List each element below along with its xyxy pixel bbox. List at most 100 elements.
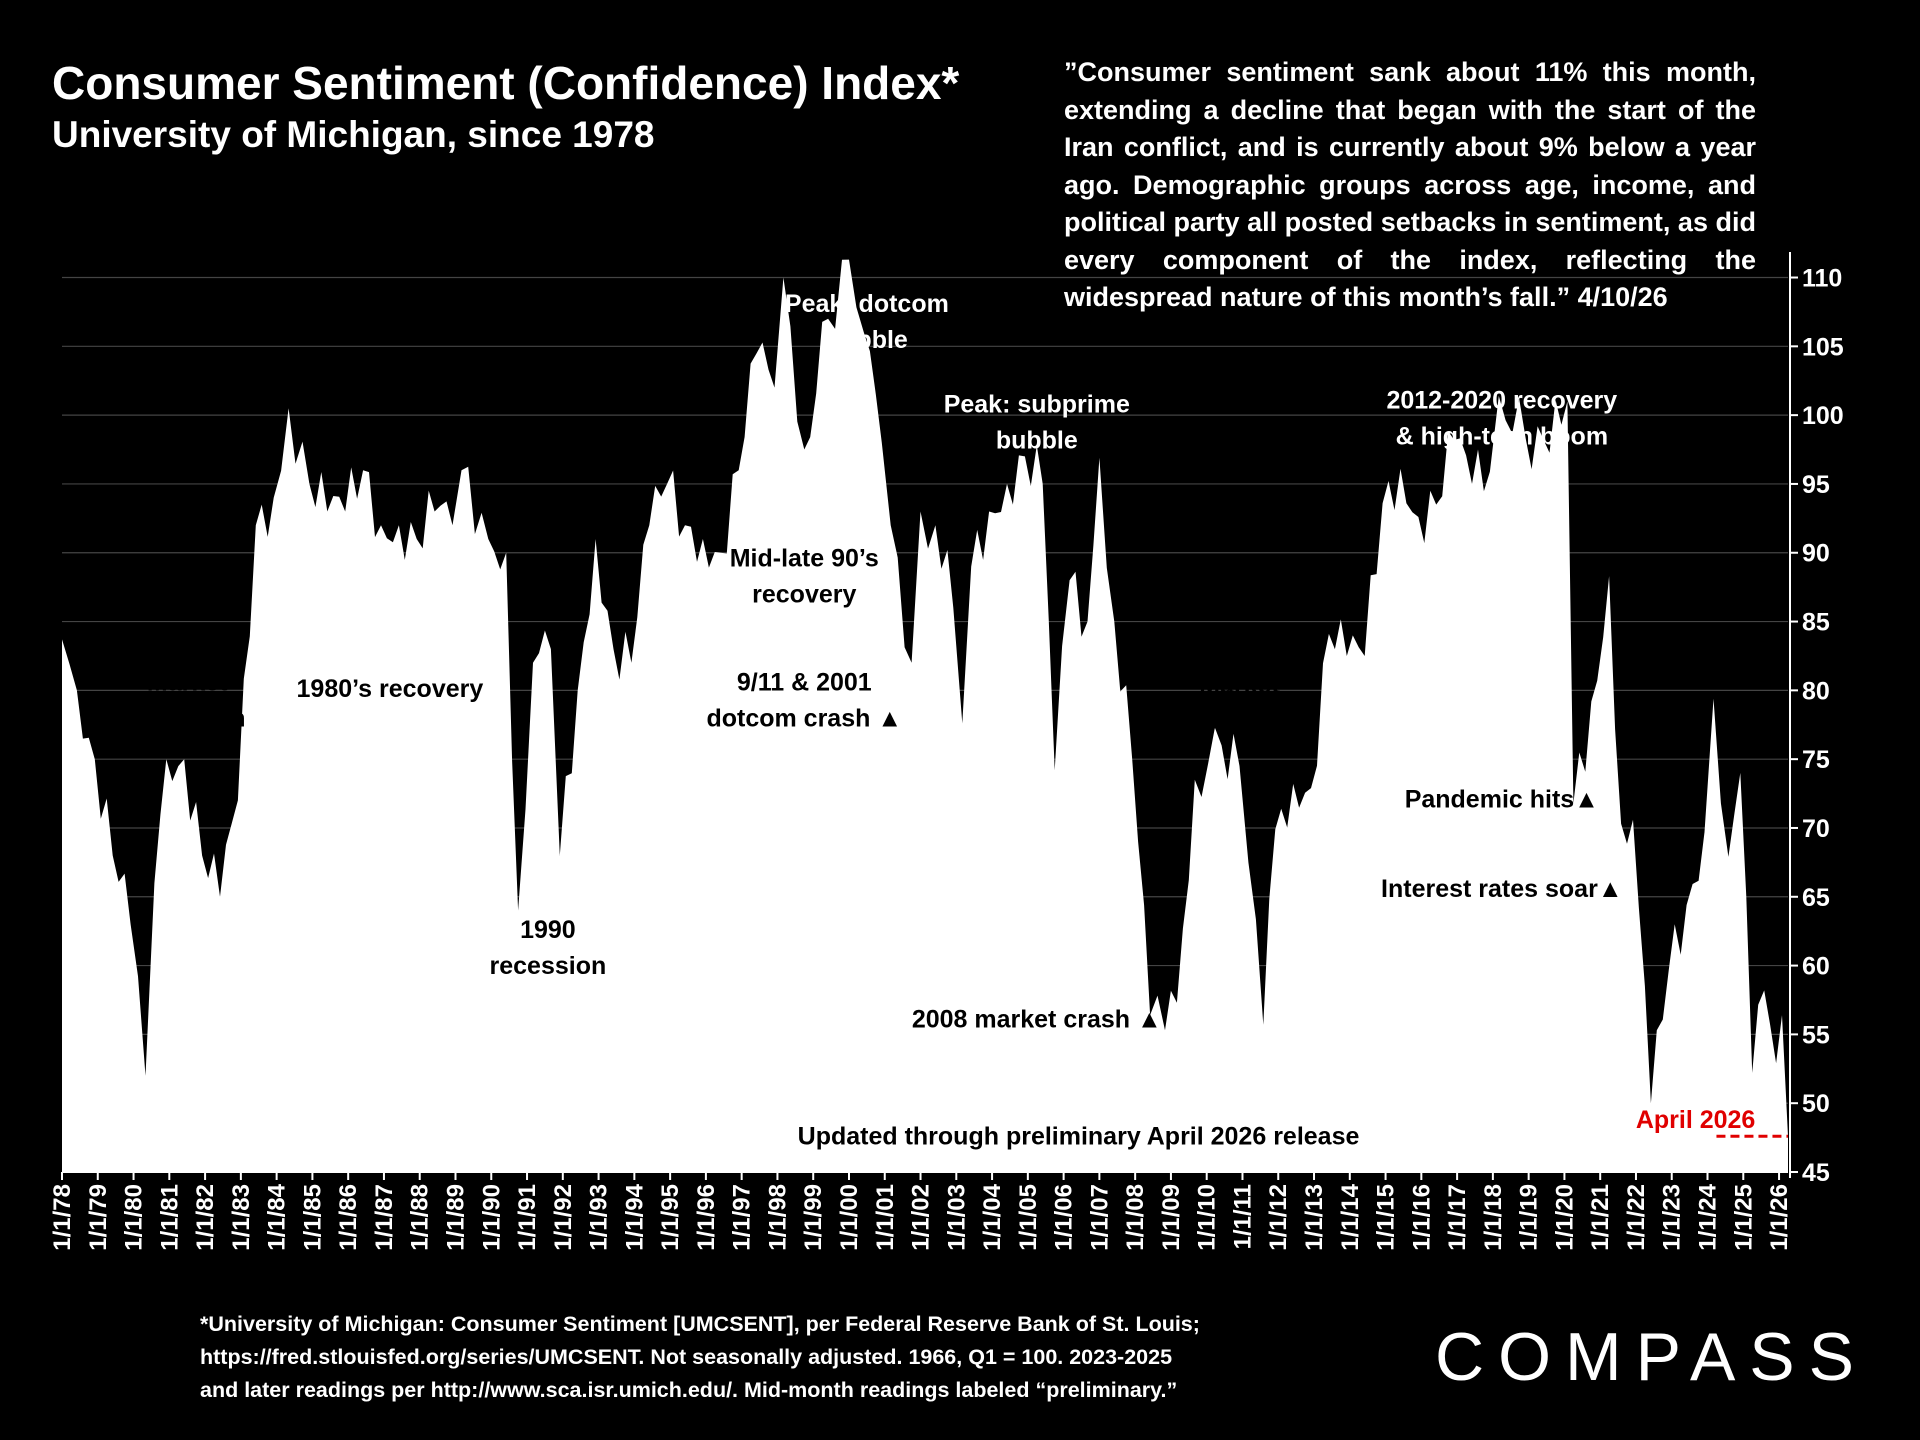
quote-text: ”Consumer sentiment sank about 11% this … [1064, 57, 1756, 312]
y-tick-label: 75 [1802, 746, 1830, 774]
annotation-line: Peak: dotcom [785, 290, 949, 318]
x-tick-label: 1/1/92 [550, 1184, 577, 1251]
x-tick-label: 1/1/94 [621, 1183, 648, 1250]
annotation-label: Mid-late 90’s recovery [730, 545, 879, 609]
x-tick-label: 1/1/87 [371, 1184, 398, 1251]
x-tick-label: 1/1/97 [729, 1184, 756, 1251]
x-tick-label: 1/1/07 [1086, 1184, 1113, 1251]
x-tick-label: 1/1/79 [85, 1184, 112, 1251]
annotation-line: bubble [996, 426, 1078, 454]
y-tick-label: 105 [1802, 333, 1844, 361]
annotation-line: Pandemic hits▲ [1405, 785, 1599, 813]
y-tick-label: 100 [1802, 402, 1844, 430]
x-tick-label: 1/1/04 [979, 1183, 1006, 1250]
annotation-line: recovery [752, 581, 856, 609]
annotation-line: Peak: subprime [944, 390, 1130, 418]
x-tick-label: 1/1/86 [335, 1184, 362, 1251]
annotation-label: Market recession [129, 668, 246, 732]
annotation-line: Market [1199, 671, 1280, 699]
y-tick-label: 110 [1802, 265, 1842, 293]
x-tick-label: 1/1/15 [1373, 1184, 1400, 1251]
x-tick-label: 1/1/90 [478, 1184, 505, 1251]
y-tick-label: 95 [1802, 471, 1830, 499]
sentiment-area [62, 259, 1788, 1173]
chart-subtitle: University of Michigan, since 1978 [52, 114, 655, 155]
annotation-label: 9/11 & 2001 dotcom crash ▲ [706, 668, 902, 732]
x-tick-label: 1/1/80 [121, 1184, 148, 1251]
x-tick-label: 1/1/81 [156, 1184, 183, 1251]
annotation-label: April 2026 [1636, 1106, 1756, 1134]
x-tick-label: 1/1/13 [1301, 1184, 1328, 1251]
annotation-label: Pandemic hits▲ [1405, 785, 1599, 813]
x-tick-label: 1/1/99 [800, 1184, 827, 1251]
x-tick-label: 1/1/02 [908, 1184, 935, 1251]
x-tick-label: 1/1/19 [1516, 1184, 1543, 1251]
annotation-label: 1980’s recovery [297, 675, 484, 703]
annotation-line: 2012-2020 recovery [1386, 386, 1617, 414]
annotation-label: 2008 market crash ▲ [912, 1006, 1162, 1034]
y-tick-label: 45 [1802, 1159, 1830, 1187]
y-tick-label: 70 [1802, 815, 1830, 843]
annotation-label: 1990 recession [490, 916, 607, 980]
x-tick-label: 1/1/16 [1408, 1184, 1435, 1251]
compass-logo: COMPASS [1435, 1319, 1869, 1395]
y-tick-label: 50 [1802, 1090, 1830, 1118]
x-tick-label: 1/1/12 [1265, 1184, 1292, 1251]
annotation-line: 9/11 & 2001 [737, 668, 872, 696]
x-tick-label: 1/1/78 [49, 1184, 76, 1251]
source-footnote: *University of Michigan: Consumer Sentim… [200, 1308, 1340, 1407]
annotation-line: 1990 [520, 916, 576, 944]
x-tick-label: 1/1/82 [192, 1184, 219, 1251]
y-tick-label: 90 [1802, 540, 1830, 568]
x-tick-label: 1/1/23 [1659, 1184, 1686, 1251]
x-tick-label: 1/1/89 [442, 1184, 469, 1251]
x-tick-label: 1/1/17 [1444, 1184, 1471, 1251]
y-tick-label: 65 [1802, 884, 1830, 912]
annotation-line: recession [490, 952, 607, 980]
x-tick-label: 1/1/08 [1122, 1184, 1149, 1251]
x-tick-label: 1/1/05 [1015, 1184, 1042, 1251]
footnote-line: https://fred.stlouisfed.org/series/UMCSE… [200, 1345, 1173, 1369]
annotation-line: April 2026 [1636, 1106, 1756, 1134]
chart-title: Consumer Sentiment (Confidence) Index* [52, 57, 960, 109]
annotation-label: Peak: subprime bubble [944, 390, 1130, 454]
y-tick-label: 60 [1802, 953, 1830, 981]
x-tick-label: 1/1/85 [299, 1184, 326, 1251]
x-tick-label: 1/1/93 [586, 1184, 613, 1251]
annotation-line: dotcom crash ▲ [706, 704, 902, 732]
x-tick-label: 1/1/95 [657, 1184, 684, 1251]
x-tick-label: 1/1/98 [764, 1184, 791, 1251]
x-tick-label: 1/1/00 [836, 1184, 863, 1251]
x-tick-label: 1/1/26 [1766, 1184, 1793, 1251]
x-tick-label: 1/1/03 [943, 1184, 970, 1251]
x-tick-label: 1/1/25 [1730, 1184, 1757, 1251]
annotation-line: & high-tech boom [1396, 422, 1608, 450]
x-tick-label: 1/1/10 [1194, 1184, 1221, 1251]
annotation-label: Peak: dotcom bubble [785, 290, 949, 354]
annotation-line: Market [147, 668, 228, 696]
annotation-line: 1980’s recovery [297, 675, 484, 703]
annotation-line: 2008 market crash ▲ [912, 1006, 1162, 1034]
y-tick-label: 55 [1802, 1021, 1830, 1049]
x-tick-label: 1/1/21 [1587, 1184, 1614, 1251]
y-tick-label: 80 [1802, 677, 1830, 705]
annotation-line: Mid-late 90’s [730, 545, 879, 573]
x-tick-label: 1/1/18 [1480, 1184, 1507, 1251]
footnote-line: and later readings per http://www.sca.is… [200, 1378, 1178, 1402]
x-tick-label: 1/1/96 [693, 1184, 720, 1251]
x-tick-label: 1/1/84 [264, 1183, 291, 1250]
annotation-line: Updated through preliminary April 2026 r… [798, 1122, 1360, 1150]
x-tick-label: 1/1/09 [1158, 1184, 1185, 1251]
footnote-line: *University of Michigan: Consumer Sentim… [200, 1312, 1200, 1336]
x-tick-label: 1/1/20 [1551, 1184, 1578, 1251]
annotation-label: Market recession [1181, 671, 1298, 735]
annotation-line: bubble [826, 326, 908, 354]
annotation-label: Updated through preliminary April 2026 r… [798, 1122, 1360, 1150]
x-tick-label: 1/1/24 [1695, 1183, 1722, 1250]
x-tick-label: 1/1/14 [1337, 1183, 1364, 1250]
x-tick-label: 1/1/22 [1623, 1184, 1650, 1251]
annotation-line: recession [1181, 707, 1298, 735]
annotation-label: Interest rates soar▲ [1381, 875, 1623, 903]
x-tick-label: 1/1/83 [228, 1184, 255, 1251]
